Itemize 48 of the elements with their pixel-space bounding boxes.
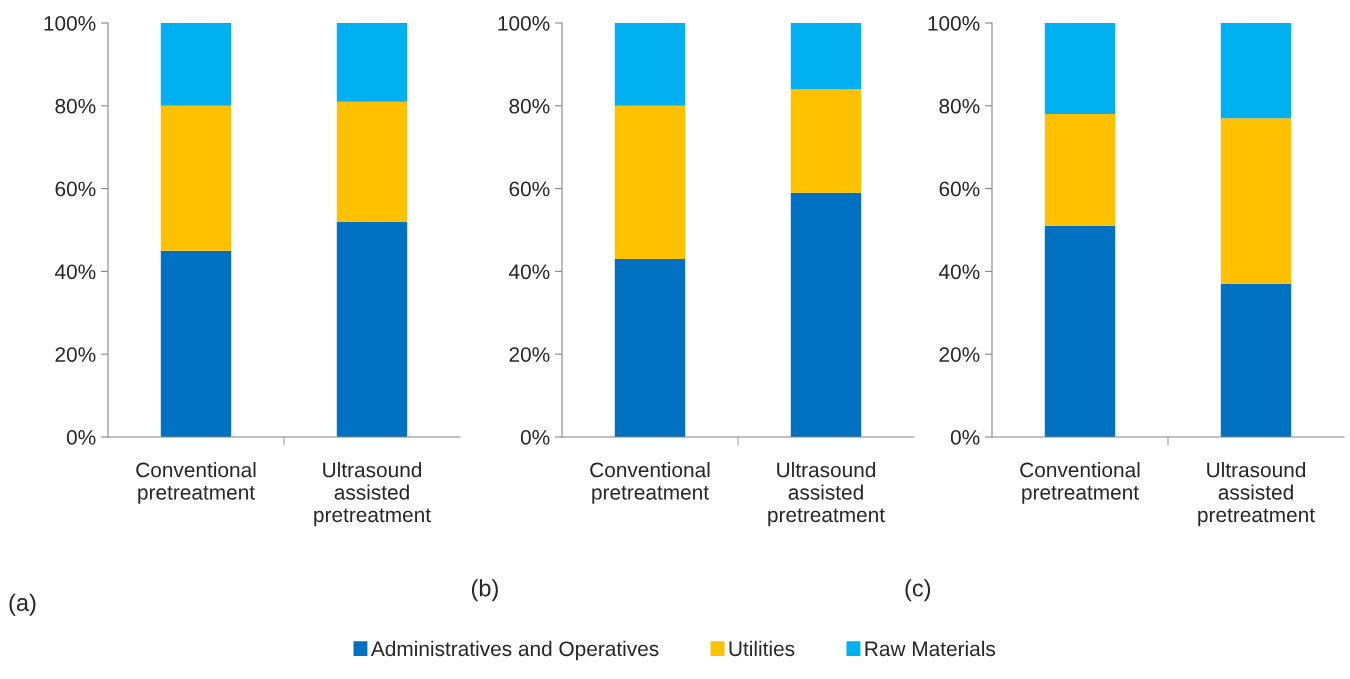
y-tick-label: 60% <box>939 181 980 197</box>
x-tick-label: Ultrasound assisted pretreatment <box>768 462 885 527</box>
y-tick-label: 0% <box>950 430 980 445</box>
bar <box>614 105 686 259</box>
y-tick-label: 80% <box>55 98 96 114</box>
x-tick-label: Conventional pretreatment <box>136 462 256 504</box>
bar <box>336 23 408 102</box>
bar <box>1044 114 1116 226</box>
text: (c) <box>905 579 931 602</box>
y-tick-label: 40% <box>938 264 980 280</box>
bar <box>160 23 232 106</box>
y-tick-label: 80% <box>509 98 550 114</box>
text: (a) <box>9 593 36 616</box>
x-tick-label: Conventional pretreatment <box>1020 462 1140 504</box>
x-tick-label: Ultrasound assisted pretreatment <box>1198 462 1315 527</box>
bar <box>336 101 408 222</box>
bar <box>1220 118 1292 284</box>
y-tick-label: 20% <box>509 347 550 362</box>
bar <box>160 105 232 251</box>
y-tick-label: 0% <box>66 430 96 445</box>
bar <box>1220 23 1292 119</box>
y-tick-label: 80% <box>939 98 980 114</box>
y-tick-label: 40% <box>54 264 96 280</box>
legend-label: Raw Materials <box>865 640 996 657</box>
bar <box>614 258 686 437</box>
bar <box>160 250 232 437</box>
bar <box>1044 23 1116 115</box>
y-tick-label: 100% <box>498 16 550 31</box>
text: (b) <box>471 579 498 602</box>
y-tick-label: 60% <box>509 181 550 197</box>
y-tick-label: 100% <box>928 16 980 31</box>
y-tick-label: 0% <box>520 430 550 445</box>
y-tick-label: 100% <box>44 16 96 31</box>
bar <box>790 89 862 193</box>
y-tick-label: 60% <box>55 181 96 197</box>
legend-label: Administratives and Operatives <box>370 640 659 661</box>
y-tick-label: 20% <box>939 347 980 362</box>
bar <box>1044 225 1116 437</box>
bar <box>790 23 862 90</box>
bar <box>1220 283 1292 437</box>
x-tick-label: Ultrasound assisted pretreatment <box>314 462 431 527</box>
x-tick-label: Conventional pretreatment <box>590 462 710 504</box>
bar <box>336 221 408 437</box>
bar <box>790 192 862 437</box>
y-tick-label: 40% <box>508 264 550 280</box>
bar <box>614 23 686 106</box>
legend-label: Utilities <box>729 640 795 657</box>
y-tick-label: 20% <box>55 347 96 362</box>
